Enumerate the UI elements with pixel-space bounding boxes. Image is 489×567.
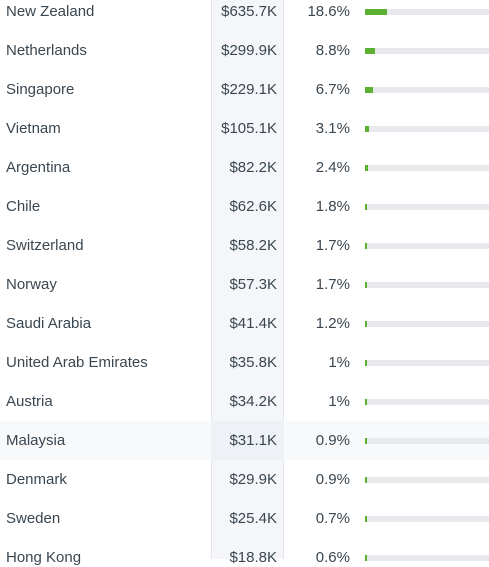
- share-bar-fill: [365, 477, 367, 483]
- country-name: Netherlands: [6, 42, 87, 59]
- revenue-value: $34.2K: [229, 393, 277, 410]
- table-row[interactable]: New Zealand $635.7K 18.6%: [0, 0, 489, 31]
- revenue-value: $18.8K: [229, 549, 277, 566]
- country-name: Vietnam: [6, 120, 61, 137]
- revenue-column-background: [211, 0, 284, 559]
- table-row[interactable]: Singapore $229.1K 6.7%: [0, 70, 489, 109]
- share-bar-track: [365, 9, 489, 15]
- country-name: New Zealand: [6, 3, 95, 20]
- revenue-value: $635.7K: [221, 3, 277, 20]
- share-bar-fill: [365, 48, 375, 54]
- table-row[interactable]: United Arab Emirates $35.8K 1%: [0, 343, 489, 382]
- share-percent: 1.2%: [315, 315, 350, 332]
- table-row[interactable]: Chile $62.6K 1.8%: [0, 187, 489, 226]
- share-bar-fill: [365, 243, 367, 249]
- share-bar-fill: [365, 438, 367, 444]
- share-bar-track: [365, 204, 489, 210]
- share-bar-fill: [365, 282, 367, 288]
- table-row[interactable]: Saudi Arabia $41.4K 1.2%: [0, 304, 489, 343]
- revenue-value: $29.9K: [229, 471, 277, 488]
- share-percent: 1.8%: [315, 198, 350, 215]
- country-name: Switzerland: [6, 237, 84, 254]
- revenue-value: $31.1K: [211, 421, 284, 460]
- country-name: Singapore: [6, 81, 75, 98]
- share-bar-track: [365, 321, 489, 327]
- share-percent: 1.7%: [315, 276, 350, 293]
- share-bar-track: [365, 165, 489, 171]
- country-name: Saudi Arabia: [6, 315, 92, 332]
- share-bar-fill: [365, 165, 368, 171]
- share-bar-track: [365, 555, 489, 561]
- share-bar-fill: [365, 516, 367, 522]
- country-name: Argentina: [6, 159, 71, 176]
- share-percent: 1%: [328, 393, 350, 410]
- share-percent: 2.4%: [315, 159, 350, 176]
- share-percent: 6.7%: [315, 81, 350, 98]
- share-bar-track: [365, 87, 489, 93]
- share-percent: 0.6%: [315, 549, 350, 566]
- share-bar-fill: [365, 87, 373, 93]
- table-row[interactable]: Norway $57.3K 1.7%: [0, 265, 489, 304]
- revenue-value: $229.1K: [221, 81, 277, 98]
- share-percent: 1.7%: [315, 237, 350, 254]
- table-row[interactable]: Denmark $29.9K 0.9%: [0, 460, 489, 499]
- share-bar-fill: [365, 204, 367, 210]
- table-row[interactable]: Argentina $82.2K 2.4%: [0, 148, 489, 187]
- table-row[interactable]: Switzerland $58.2K 1.7%: [0, 226, 489, 265]
- country-name: Malaysia: [6, 432, 66, 449]
- table-row[interactable]: Netherlands $299.9K 8.8%: [0, 31, 489, 70]
- revenue-value: $62.6K: [229, 198, 277, 215]
- table-row[interactable]: Sweden $25.4K 0.7%: [0, 499, 489, 538]
- table-row[interactable]: Malaysia $31.1K 0.9%: [0, 421, 489, 460]
- share-bar-fill: [365, 126, 369, 132]
- share-bar-fill: [365, 321, 367, 327]
- table-row[interactable]: Hong Kong $18.8K 0.6%: [0, 538, 489, 567]
- share-bar-fill: [365, 9, 387, 15]
- share-bar-fill: [365, 360, 367, 366]
- share-bar-track: [365, 516, 489, 522]
- revenue-value: $58.2K: [229, 237, 277, 254]
- country-name: United Arab Emirates: [6, 354, 148, 371]
- revenue-value: $105.1K: [221, 120, 277, 137]
- share-bar-track: [365, 438, 489, 444]
- revenue-value: $25.4K: [229, 510, 277, 527]
- share-percent: 0.7%: [315, 510, 350, 527]
- country-name: Hong Kong: [6, 549, 82, 566]
- share-bar-track: [365, 243, 489, 249]
- share-percent: 8.8%: [315, 42, 350, 59]
- revenue-value: $82.2K: [229, 159, 277, 176]
- revenue-value: $41.4K: [229, 315, 277, 332]
- share-bar-track: [365, 126, 489, 132]
- share-percent: 3.1%: [315, 120, 350, 137]
- share-percent: 0.9%: [315, 432, 350, 449]
- revenue-value: $57.3K: [229, 276, 277, 293]
- table-row[interactable]: Vietnam $105.1K 3.1%: [0, 109, 489, 148]
- table-row[interactable]: Austria $34.2K 1%: [0, 382, 489, 421]
- country-name: Sweden: [6, 510, 61, 527]
- country-name: Chile: [6, 198, 41, 215]
- revenue-value: $35.8K: [229, 354, 277, 371]
- country-name: Norway: [6, 276, 57, 293]
- share-bar-fill: [365, 555, 367, 561]
- share-bar-track: [365, 282, 489, 288]
- share-bar-track: [365, 360, 489, 366]
- country-name: Austria: [6, 393, 53, 410]
- share-bar-track: [365, 477, 489, 483]
- revenue-value: $299.9K: [221, 42, 277, 59]
- country-name: Denmark: [6, 471, 67, 488]
- share-percent: 0.9%: [315, 471, 350, 488]
- share-bar-track: [365, 48, 489, 54]
- share-percent: 1%: [328, 354, 350, 371]
- share-percent: 18.6%: [307, 3, 350, 20]
- share-bar-track: [365, 399, 489, 405]
- share-bar-fill: [365, 399, 367, 405]
